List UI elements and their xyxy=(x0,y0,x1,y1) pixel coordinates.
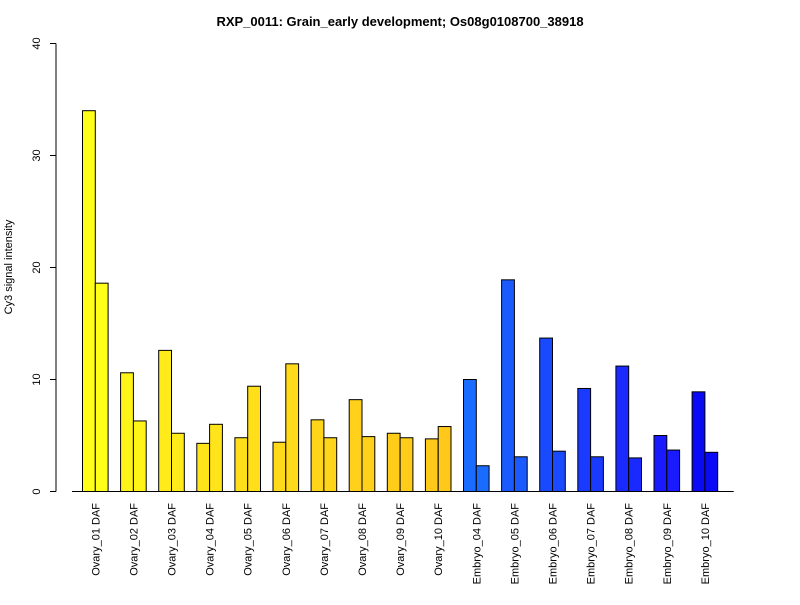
bar-2-2 xyxy=(132,420,147,492)
bar-13-1 xyxy=(539,337,554,492)
category-label: Embryo_09 DAF xyxy=(662,503,674,585)
bar-15-2 xyxy=(628,457,643,492)
y-tick-label: 0 xyxy=(31,488,43,494)
category-label: Embryo_10 DAF xyxy=(700,503,712,585)
y-tick-label: 40 xyxy=(31,37,43,49)
category-label: Ovary_10 DAF xyxy=(433,503,445,576)
bar-1-1 xyxy=(82,110,96,492)
bars xyxy=(82,110,719,493)
bar-12-2 xyxy=(513,456,528,492)
y-tick-label: 20 xyxy=(31,261,43,273)
axes: 0 10 20 30 40 xyxy=(31,37,734,495)
category-label: Ovary_06 DAF xyxy=(281,503,293,576)
bar-8-2 xyxy=(361,436,376,492)
bar-5-2 xyxy=(247,385,261,492)
category-label: Ovary_02 DAF xyxy=(128,503,140,576)
bar-4-1 xyxy=(196,442,211,492)
chart-title: RXP_0011: Grain_early development; Os08g… xyxy=(216,14,583,29)
category-label: Ovary_04 DAF xyxy=(205,503,217,576)
category-labels: Ovary_01 DAF Ovary_02 DAF Ovary_03 DAF Ovar… xyxy=(90,503,712,585)
bar-10-2 xyxy=(437,426,452,493)
bar-6-1 xyxy=(272,441,287,492)
bar-10-1 xyxy=(424,438,439,492)
bar-14-2 xyxy=(590,456,604,492)
category-label: Ovary_09 DAF xyxy=(395,503,407,576)
bar-6-2 xyxy=(285,363,300,493)
bar-17-1 xyxy=(691,391,706,493)
category-label: Embryo_08 DAF xyxy=(624,503,636,585)
category-label: Ovary_03 DAF xyxy=(167,503,179,576)
bar-14-1 xyxy=(577,387,592,492)
category-label: Ovary_01 DAF xyxy=(90,503,102,576)
bar-7-2 xyxy=(323,437,338,492)
bar-2-1 xyxy=(120,372,134,492)
bar-8-1 xyxy=(348,399,363,492)
bar-9-1 xyxy=(386,432,401,493)
category-label: Embryo_04 DAF xyxy=(471,503,483,585)
bar-7-1 xyxy=(310,419,325,493)
bar-16-2 xyxy=(666,449,681,492)
bar-17-2 xyxy=(704,451,719,492)
category-label: Embryo_07 DAF xyxy=(586,503,598,585)
bar-16-1 xyxy=(653,435,668,492)
category-label: Ovary_08 DAF xyxy=(357,503,369,576)
bar-3-1 xyxy=(158,349,172,492)
y-tick-label: 10 xyxy=(31,373,43,385)
bar-3-2 xyxy=(171,432,185,493)
bar-1-2 xyxy=(94,282,109,492)
y-axis-label: Cy3 signal intensity xyxy=(3,219,15,314)
bar-4-2 xyxy=(209,423,223,492)
bar-11-2 xyxy=(475,465,490,492)
bar-15-1 xyxy=(615,365,630,492)
bar-12-1 xyxy=(501,279,515,492)
bar-11-1 xyxy=(463,379,477,492)
bar-9-2 xyxy=(399,437,414,492)
category-label: Ovary_07 DAF xyxy=(319,503,331,576)
category-label: Ovary_05 DAF xyxy=(243,503,255,576)
category-label: Embryo_05 DAF xyxy=(509,503,521,585)
y-tick-label: 30 xyxy=(31,149,43,161)
bar-13-2 xyxy=(552,450,566,492)
category-label: Embryo_06 DAF xyxy=(548,503,560,585)
bar-5-1 xyxy=(234,437,249,492)
